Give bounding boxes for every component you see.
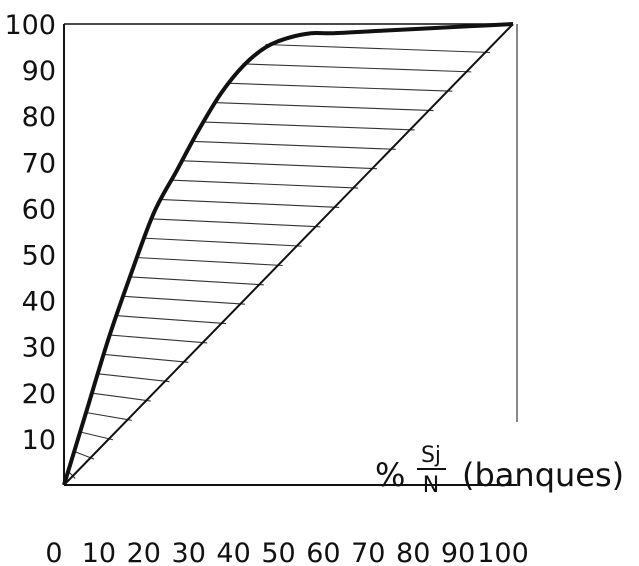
hatched-area: [67, 43, 491, 479]
x-tick-label: 0: [45, 538, 62, 566]
y-tick-label: 60: [22, 194, 56, 225]
hatch-line: [265, 43, 491, 54]
hatch-line: [201, 121, 415, 131]
x-tick-label: 70: [351, 538, 385, 566]
hatch-line: [85, 411, 132, 421]
hatch-line: [150, 218, 321, 228]
hatch-line: [159, 198, 340, 208]
hatch-line: [122, 295, 245, 305]
x-tick-label: 40: [216, 538, 250, 566]
y-tick-label: 50: [22, 241, 56, 272]
hatch-line: [128, 276, 264, 286]
x-tick-label: 80: [396, 538, 430, 566]
hatch-line: [115, 315, 227, 325]
hatch-line: [96, 373, 170, 383]
hatch-line: [135, 256, 283, 267]
hatch-line: [190, 140, 396, 150]
x-label-percent: %: [375, 456, 405, 494]
y-tick-label: 80: [22, 102, 56, 133]
x-tick-label: 50: [261, 538, 295, 566]
hatch-line: [91, 392, 151, 402]
hatch-line: [169, 179, 359, 189]
x-label-numerator: Sj: [421, 443, 441, 468]
hatch-line: [180, 160, 377, 170]
y-tick-label: 20: [22, 379, 56, 410]
y-tick-label: 40: [22, 287, 56, 318]
hatch-line: [242, 63, 472, 73]
x-label-suffix: (banques): [462, 456, 624, 494]
x-label-denominator: N: [423, 473, 439, 498]
y-tick-label: 70: [22, 148, 56, 179]
y-tick-label: 100: [4, 10, 56, 41]
hatch-line: [102, 353, 189, 363]
concentration-curve: [62, 22, 514, 486]
y-tick-label: 30: [22, 333, 56, 364]
y-tick-label: 10: [22, 425, 56, 456]
hatch-line: [79, 431, 114, 441]
x-tick-label: 10: [82, 538, 116, 566]
hatch-line: [213, 102, 434, 112]
x-tick-labels: 0 10 20 30 40 50 60 70 80 90 100: [45, 538, 528, 566]
x-tick-label: 60: [306, 538, 340, 566]
hatch-line: [108, 334, 208, 344]
hatch-line: [143, 237, 302, 247]
x-tick-label: 100: [477, 538, 529, 566]
y-tick-labels: 10 20 30 40 50 60 70 80 90 100: [4, 10, 56, 456]
x-axis-label: % Sj N (banques): [375, 443, 624, 498]
hatch-line: [226, 82, 453, 92]
equality-diagonal: [63, 23, 514, 486]
y-tick-label: 90: [22, 56, 56, 87]
x-tick-label: 30: [172, 538, 206, 566]
x-tick-label: 20: [127, 538, 161, 566]
x-tick-label: 90: [441, 538, 475, 566]
